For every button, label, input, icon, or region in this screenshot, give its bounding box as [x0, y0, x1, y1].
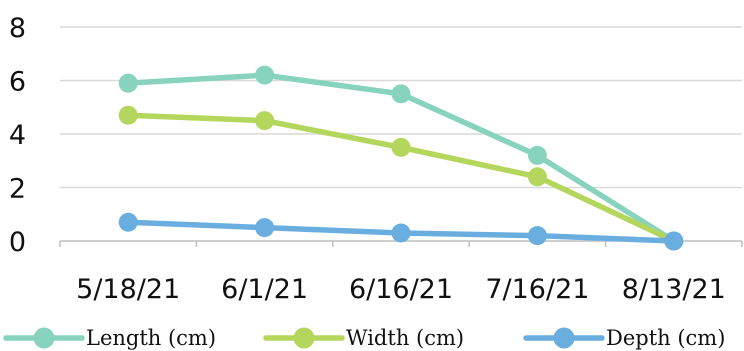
y-tick-label: 8	[9, 13, 26, 44]
legend-label: Length (cm)	[86, 326, 216, 350]
legend: Length (cm) Width (cm) Depth (cm)	[3, 326, 725, 350]
y-axis-tick-labels: 0 2 4 6 8	[9, 13, 26, 258]
series-lines	[118, 65, 684, 251]
y-tick-label: 0	[9, 227, 26, 258]
y-tick-label: 6	[9, 67, 26, 98]
series-2	[118, 212, 684, 251]
data-point	[118, 212, 138, 232]
legend-item-1: Width (cm)	[263, 326, 464, 350]
x-tick-label: 6/16/21	[349, 274, 453, 305]
x-tick-label: 5/18/21	[76, 274, 180, 305]
data-point	[527, 226, 547, 246]
data-point	[255, 65, 275, 85]
legend-marker-icon	[33, 327, 55, 349]
legend-marker-icon	[553, 327, 575, 349]
data-point	[391, 223, 411, 243]
legend-label: Width (cm)	[346, 326, 464, 350]
data-point	[527, 167, 547, 187]
x-tick-label: 7/16/21	[485, 274, 589, 305]
data-point	[118, 73, 138, 93]
x-axis-tick-labels: 5/18/21 6/1/21 6/16/21 7/16/21 8/13/21	[76, 274, 726, 305]
data-point	[255, 111, 275, 131]
x-tick-label: 8/13/21	[622, 274, 726, 305]
data-point	[255, 218, 275, 238]
legend-item-0: Length (cm)	[3, 326, 216, 350]
legend-item-2: Depth (cm)	[523, 326, 725, 350]
y-tick-label: 2	[9, 174, 26, 205]
x-tick-label: 6/1/21	[221, 274, 308, 305]
legend-label: Depth (cm)	[606, 326, 725, 350]
data-point	[391, 137, 411, 157]
data-point	[664, 231, 684, 251]
gridlines	[60, 26, 742, 189]
data-point	[118, 105, 138, 125]
y-tick-label: 4	[9, 120, 26, 151]
data-point	[527, 145, 547, 165]
legend-marker-icon	[293, 327, 315, 349]
data-point	[391, 84, 411, 104]
series-0	[118, 65, 684, 251]
